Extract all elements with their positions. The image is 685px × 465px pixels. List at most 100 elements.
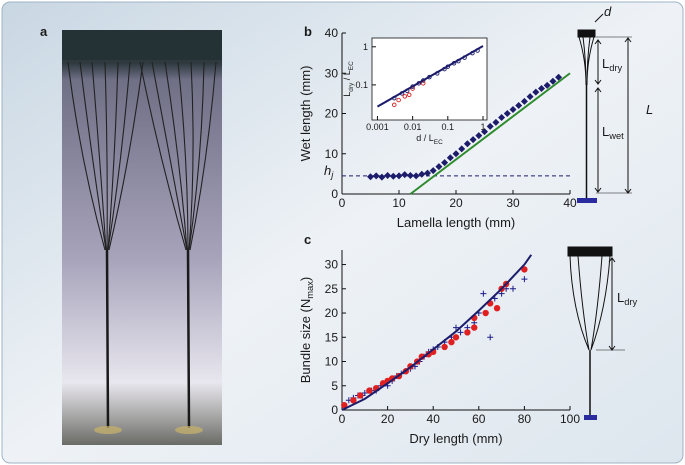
subscript: wet (608, 131, 624, 141)
circle-marker (366, 387, 373, 394)
label-text: L (602, 124, 609, 139)
schematic-label: Lwet (602, 124, 624, 141)
diamond-marker (515, 101, 523, 109)
label-text: Bundle size (N (298, 299, 313, 384)
diamond-marker (418, 170, 426, 178)
diamond-marker (384, 171, 392, 179)
schematic-label: Ldry (602, 56, 623, 73)
diamond-marker (446, 154, 454, 162)
plus-marker (457, 329, 464, 336)
label-text: L (602, 56, 609, 71)
label-text: / L (342, 70, 352, 83)
diamond-marker (498, 114, 506, 122)
x-tick-label: 60 (472, 412, 486, 426)
y-axis-title: Wet length (mm) (298, 66, 313, 162)
subscript: dry (348, 82, 355, 92)
subscript: EC (348, 61, 355, 70)
x-axis-title: d / LEC (416, 133, 443, 146)
diamond-marker (475, 132, 483, 140)
subscript: EC (434, 139, 443, 146)
circle-marker (493, 304, 501, 312)
plus-marker (361, 390, 368, 397)
diamond-marker (441, 159, 449, 167)
x-tick-label: 1 (480, 122, 485, 132)
diamond-marker (452, 150, 460, 158)
diamond-marker (401, 171, 409, 179)
x-tick-label: 0.001 (366, 122, 389, 132)
photo (62, 30, 222, 445)
chart: 0 10 20 30 40 0 10 20 30 40 Lamella length (mm) Wet… (298, 26, 577, 230)
line (409, 72, 571, 195)
diamond-marker (469, 136, 477, 144)
label-text: L (342, 92, 352, 97)
y-tick-label: 25 (325, 282, 339, 296)
subscript: dry (609, 63, 622, 73)
x-tick-label: 0.1 (442, 122, 455, 132)
diamond-marker (555, 73, 563, 81)
chart: 0 20 40 60 80 100 0 5 10 15 20 25 30 Dry length (mm) B… (298, 250, 580, 446)
diamond-marker (412, 172, 420, 180)
x-tick-label: 20 (381, 412, 395, 426)
diamond-marker (424, 169, 431, 177)
y-axis-title: Bundle size (Nmax) (298, 277, 315, 384)
diamond-marker (372, 172, 380, 180)
y-tick-label: 0.1 (355, 80, 368, 90)
diamond-marker (463, 140, 471, 148)
diamond-marker (481, 128, 488, 136)
circle-marker (341, 401, 348, 409)
y-tick-label: 10 (325, 355, 339, 369)
subscript: dry (624, 297, 637, 307)
circle-marker (471, 324, 478, 331)
circle-marker (396, 97, 401, 103)
y-tick-label: 10 (325, 147, 339, 161)
label-text: ) (298, 277, 313, 281)
diamond-marker (549, 77, 557, 85)
label-text: L (617, 290, 624, 305)
x-tick-label: 0 (339, 196, 346, 210)
circle-marker (521, 266, 528, 273)
circle-marker (420, 81, 426, 86)
diamond-marker (458, 145, 466, 153)
circle-marker (441, 343, 448, 351)
y-tick-label: 30 (325, 258, 339, 272)
diamond-marker (378, 173, 386, 181)
x-tick-label: 100 (560, 412, 580, 426)
diamond-marker (367, 173, 374, 181)
plus-marker (510, 285, 516, 292)
x-tick-label: 10 (392, 196, 406, 210)
diamond-marker (532, 88, 540, 96)
circle-marker (350, 397, 357, 404)
x-tick-label: 20 (449, 196, 463, 210)
x-tick-label: 30 (506, 196, 520, 210)
diamond-marker (492, 118, 500, 126)
y-tick-label: 20 (325, 107, 339, 121)
x-axis-title: Lamella length (mm) (397, 215, 516, 230)
panel-label: a (40, 24, 48, 39)
subscript: j (329, 170, 334, 180)
diamond-marker (389, 172, 397, 180)
x-tick-label: 80 (518, 412, 532, 426)
diamond-marker (526, 93, 534, 101)
line (376, 45, 484, 108)
plus-marker (521, 276, 528, 283)
schematic-c (567, 246, 625, 420)
x-tick-label: 0.01 (404, 122, 422, 132)
schematic-label: L (646, 102, 653, 117)
panel-label: b (304, 24, 312, 39)
diamond-marker (503, 110, 511, 117)
diamond-marker (406, 171, 414, 179)
diamond-marker (395, 172, 403, 180)
y-axis-title: Ldry / LEC (342, 61, 355, 97)
diamond-marker (429, 167, 437, 175)
x-axis-title: Dry length (mm) (409, 431, 502, 446)
circle-marker (464, 329, 471, 336)
panel-label: c (304, 232, 311, 247)
plus-marker (453, 324, 459, 331)
y-tick-label: 15 (325, 330, 339, 344)
diamond-marker (538, 85, 545, 93)
y-tick-label: 40 (325, 26, 339, 40)
schematic-b (577, 13, 632, 203)
circle-marker (482, 309, 489, 317)
